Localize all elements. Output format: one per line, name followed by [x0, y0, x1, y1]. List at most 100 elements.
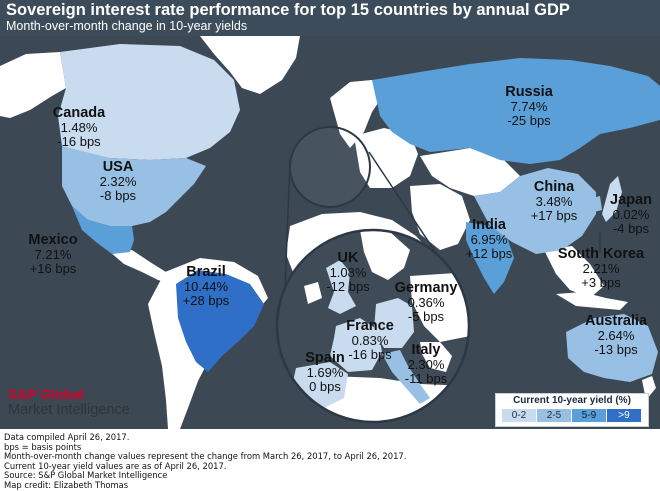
russia-change: -25 bps	[507, 113, 551, 128]
spain-name: Spain	[305, 350, 345, 366]
legend-title: Current 10-year yield (%)	[513, 395, 631, 406]
france-name: France	[346, 318, 394, 334]
south-korea-label: South Korea 2.21% +3 bps	[548, 246, 654, 290]
russia-yield: 7.74%	[510, 99, 548, 114]
germany-label: Germany 0.36% -5 bps	[388, 280, 464, 324]
russia-label: Russia 7.74% -25 bps	[494, 84, 564, 128]
page-title: Sovereign interest rate performance for …	[6, 1, 570, 19]
japan-name: Japan	[610, 192, 652, 208]
europe-inset-ring	[275, 228, 471, 424]
germany-name: Germany	[394, 280, 458, 296]
mexico-name: Mexico	[28, 232, 78, 248]
inset-balkans-shape	[420, 342, 452, 372]
brand-logo: S&P Global Market Intelligence	[8, 386, 130, 419]
page-subtitle: Month-over-month change in 10-year yield…	[6, 19, 248, 33]
china-label: China 3.48% +17 bps	[524, 179, 584, 223]
mexico-label: Mexico 7.21% +16 bps	[18, 232, 88, 276]
central-asia-shape	[420, 148, 520, 196]
italy-yield: 2.30%	[407, 357, 445, 372]
inset-ireland-shape	[304, 282, 322, 304]
canada-change: -16 bps	[57, 134, 101, 149]
scandinavia-shape	[330, 80, 384, 148]
footer-line: Map credit: Elizabeth Thomas	[4, 479, 129, 490]
india-name: India	[472, 217, 506, 233]
inset-italy-shape	[382, 350, 430, 404]
footer-line: Current 10-year yield values are as of A…	[4, 460, 227, 471]
south-korea-shape	[592, 196, 602, 212]
australia-name: Australia	[584, 313, 648, 329]
brazil-change: +28 bps	[182, 293, 230, 308]
mexico-change: +16 bps	[29, 261, 77, 276]
inset-uk-shape	[326, 260, 356, 314]
china-change: +17 bps	[530, 208, 578, 223]
central-america-shape	[110, 250, 172, 284]
italy-change: -11 bps	[404, 371, 448, 386]
brazil-label: Brazil 10.44% +28 bps	[176, 264, 236, 308]
france-label: France 0.83% -16 bps	[338, 318, 402, 362]
spain-yield: 1.69%	[306, 365, 344, 380]
brand-line-2: Market Intelligence	[8, 402, 130, 418]
canada-label: Canada 1.48% -16 bps	[44, 105, 114, 149]
india-yield: 6.95%	[470, 232, 508, 247]
south-korea-name: South Korea	[557, 246, 645, 262]
footer-line: Data compiled April 26, 2017.	[4, 432, 130, 442]
canada-shape	[58, 44, 240, 160]
canada-name: Canada	[52, 105, 106, 121]
japan-change: -4 bps	[612, 221, 650, 236]
spain-change: 0 bps	[309, 379, 341, 394]
usa-shape	[62, 146, 206, 226]
south-korea-change: +3 bps	[581, 275, 621, 290]
russia-shape	[372, 58, 660, 164]
china-shape	[474, 168, 596, 254]
spain-label: Spain 1.69% 0 bps	[296, 350, 354, 394]
usa-label: USA 2.32% -8 bps	[88, 159, 148, 203]
legend-bin-0-2: 0-2	[502, 409, 536, 422]
brazil-yield: 10.44%	[183, 279, 229, 294]
usa-yield: 2.32%	[99, 174, 137, 189]
india-change: +12 bps	[465, 246, 513, 261]
map-legend: Current 10-year yield (%) 0-2 2-5 5-9 >9	[495, 393, 649, 427]
legend-bin-2-5: 2-5	[537, 409, 571, 422]
inset-germany-shape	[374, 298, 414, 348]
middle-east-shape	[410, 184, 470, 250]
footer-line: bps = basis points	[4, 441, 82, 452]
europe-highlight-ring	[289, 126, 371, 208]
japan-shape	[602, 176, 622, 222]
legend-bin-over-9: >9	[607, 409, 641, 422]
uk-name: UK	[337, 250, 359, 266]
europe-inset	[275, 228, 471, 424]
usa-name: USA	[102, 159, 134, 175]
canada-yield: 1.48%	[60, 120, 98, 135]
legend-bin-5-9: 5-9	[572, 409, 606, 422]
brazil-name: Brazil	[186, 264, 226, 280]
germany-change: -5 bps	[407, 309, 445, 324]
greenland-shape	[200, 36, 300, 94]
japan-yield: 0.02%	[612, 207, 650, 222]
italy-name: Italy	[411, 342, 441, 358]
australia-label: Australia 2.64% -13 bps	[576, 313, 656, 357]
inset-scandinavia-shape	[360, 230, 410, 280]
china-yield: 3.48%	[535, 194, 573, 209]
uk-yield: 1.08%	[329, 265, 367, 280]
footer-notes: Data compiled April 26, 2017. bps = basi…	[4, 432, 407, 491]
brand-line-1: S&P Global	[8, 386, 84, 402]
germany-yield: 0.36%	[407, 295, 445, 310]
france-yield: 0.83%	[351, 333, 389, 348]
brazil-shape	[176, 270, 264, 372]
inset-east-europe-shape	[410, 272, 469, 342]
italy-label: Italy 2.30% -11 bps	[396, 342, 456, 386]
header-bar: Sovereign interest rate performance for …	[0, 0, 660, 36]
indonesia-shape	[556, 292, 628, 310]
usa-change: -8 bps	[99, 188, 137, 203]
mexico-yield: 7.21%	[34, 247, 72, 262]
india-label: India 6.95% +12 bps	[459, 217, 519, 261]
australia-shape	[566, 314, 658, 382]
japan-label: Japan 0.02% -4 bps	[602, 192, 660, 236]
southeast-asia-shape	[544, 246, 604, 298]
russia-name: Russia	[505, 84, 553, 100]
alaska-shape	[0, 52, 66, 118]
footer-line: Month-over-month change values represent…	[4, 451, 407, 462]
inset-connector-right	[368, 151, 447, 269]
india-shape	[466, 222, 514, 294]
